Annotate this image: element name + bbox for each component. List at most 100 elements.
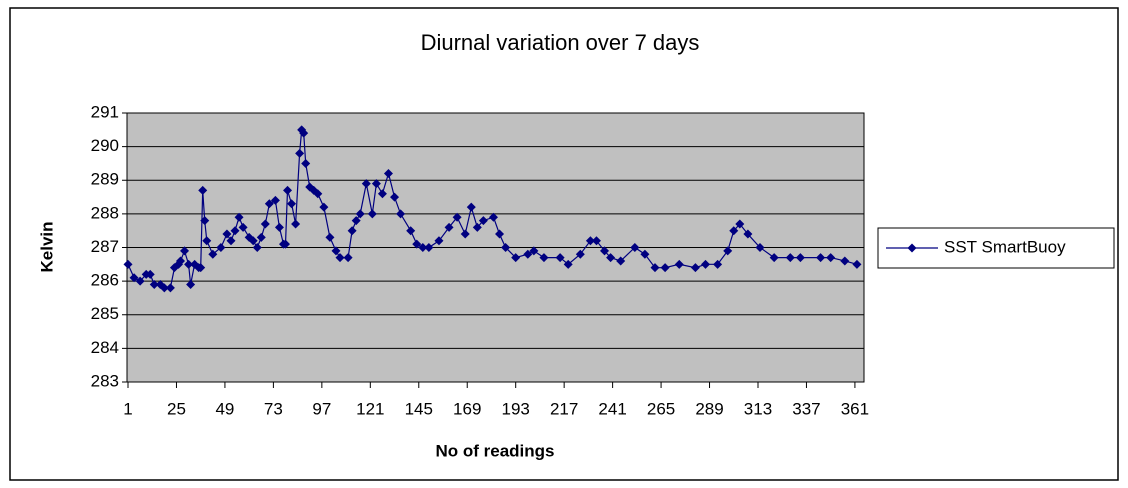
point: [785, 253, 795, 263]
point: [165, 283, 175, 293]
point: [234, 212, 244, 222]
point: [501, 243, 511, 252]
point: [226, 236, 236, 246]
point: [287, 199, 297, 209]
point: [281, 239, 291, 249]
point: [186, 279, 196, 289]
point: [313, 189, 323, 199]
point: [723, 246, 733, 256]
y-tick-label: 284: [91, 338, 119, 357]
point: [367, 209, 377, 219]
point: [650, 263, 660, 273]
point: [460, 229, 470, 239]
point: [585, 236, 595, 246]
point: [630, 243, 640, 252]
point: [412, 239, 422, 249]
point: [159, 283, 169, 293]
point: [301, 158, 311, 168]
point: [640, 249, 650, 259]
point: [606, 253, 616, 263]
point: [600, 246, 610, 256]
point: [343, 253, 353, 263]
point: [176, 256, 186, 266]
point: [256, 232, 266, 242]
point: [488, 212, 498, 222]
x-tick-label: 265: [647, 399, 675, 418]
point: [222, 229, 232, 239]
x-tick-label: 97: [312, 399, 331, 418]
point: [826, 253, 836, 263]
point: [184, 259, 194, 269]
point: [135, 276, 145, 286]
point: [180, 246, 190, 256]
point: [729, 226, 739, 236]
y-tick-label: 287: [91, 237, 119, 256]
point: [347, 226, 357, 236]
point: [355, 209, 365, 219]
x-axis-title: No of readings: [435, 441, 554, 460]
point: [230, 226, 240, 236]
point: [495, 229, 505, 239]
point: [424, 243, 434, 252]
point: [299, 128, 309, 138]
point: [575, 249, 585, 259]
point: [383, 169, 393, 179]
legend-label: SST SmartBuoy: [944, 237, 1066, 256]
point: [270, 195, 280, 205]
point: [852, 259, 862, 269]
point: [523, 249, 533, 259]
point: [660, 263, 670, 273]
x-tick-label: 241: [598, 399, 626, 418]
y-tick-label: 285: [91, 304, 119, 323]
x-tick-label: 289: [695, 399, 723, 418]
y-axis-title: Kelvin: [37, 221, 56, 272]
point: [283, 185, 293, 195]
chart-title: Diurnal variation over 7 days: [421, 30, 700, 55]
point: [325, 232, 335, 242]
point: [700, 259, 710, 269]
x-tick-label: 121: [356, 399, 384, 418]
y-tick-label: 290: [91, 136, 119, 155]
point: [406, 226, 416, 236]
point: [145, 269, 155, 279]
x-tick-label: 337: [792, 399, 820, 418]
point: [291, 219, 301, 229]
point: [351, 216, 361, 226]
point: [563, 259, 573, 269]
point: [690, 263, 700, 273]
x-tick-label: 25: [167, 399, 186, 418]
point: [335, 253, 345, 263]
x-tick-label: 49: [215, 399, 234, 418]
x-tick-label: 313: [744, 399, 772, 418]
y-tick-label: 286: [91, 271, 119, 290]
point: [200, 216, 210, 226]
y-tick-label: 291: [91, 102, 119, 121]
point: [472, 222, 482, 232]
point: [202, 236, 212, 246]
point: [264, 199, 274, 209]
point: [371, 179, 381, 189]
point: [260, 219, 270, 229]
point: [444, 222, 454, 232]
point: [377, 189, 387, 199]
point: [591, 236, 601, 246]
point: [769, 253, 779, 263]
point: [743, 229, 753, 239]
plot-border: [126, 112, 865, 383]
point: [674, 259, 684, 269]
point: [396, 209, 406, 219]
y-tick-label: 289: [91, 170, 119, 189]
point: [331, 246, 341, 256]
point: [616, 256, 626, 266]
point: [555, 253, 565, 263]
y-tick-label: 288: [91, 203, 119, 222]
point: [295, 148, 305, 158]
point: [198, 185, 208, 195]
y-tick-label: 283: [91, 371, 119, 390]
legend-marker: [907, 243, 917, 253]
x-tick-label: 145: [405, 399, 433, 418]
point: [319, 202, 329, 212]
point: [452, 212, 462, 222]
point: [418, 243, 428, 252]
